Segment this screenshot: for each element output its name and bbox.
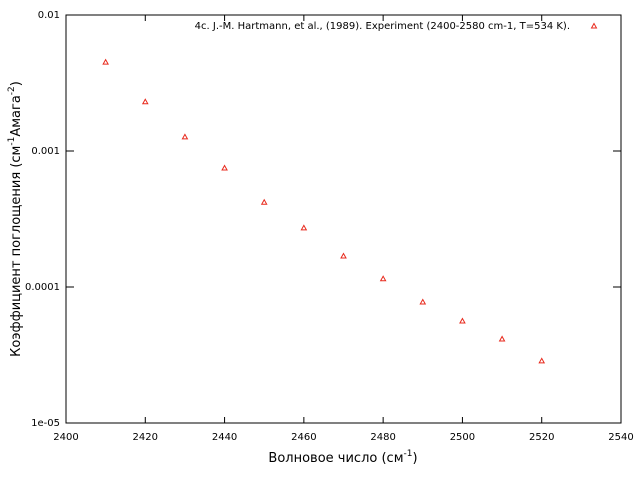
y-axis-label: Коэффициент поглощения (см-1Амага-2) [7,81,24,357]
y-tick-label: 0.0001 [25,282,60,293]
point [340,252,347,259]
point [260,198,268,205]
x-tick-label: 2540 [608,432,633,443]
point [102,58,109,65]
x-tick-label: 2460 [291,432,316,443]
y-label-part: Амага [9,95,24,136]
plot-frame [65,14,622,424]
y-label-sup: -1 [7,137,17,146]
point [221,164,228,171]
point [141,98,149,105]
point [379,275,387,282]
y-tick-label: 0.001 [31,146,60,157]
x-label-part: Волновое число (см [268,451,403,466]
y-label-part: ) [9,81,24,86]
x-tick-label: 2520 [529,432,554,443]
legend-label: 4c. J.-M. Hartmann, et al., (1989). Expe… [195,21,570,32]
y-label-part: Коэффициент поглощения (см [9,146,24,357]
point [419,298,427,305]
x-tick-label: 2480 [370,432,395,443]
y-label-sup: -2 [7,86,17,95]
y-tick-label: 0.01 [38,10,60,21]
y-tick-label: 1e-05 [31,418,60,429]
point [538,357,546,364]
x-label-sup: -1 [404,449,413,459]
point [300,224,308,231]
x-tick-label: 2440 [212,432,237,443]
x-axis-label: Волновое число (см-1) [268,449,417,466]
x-label-part: ) [412,451,417,466]
x-tick-label: 2500 [450,432,475,443]
point [459,317,466,324]
point [181,133,189,140]
x-tick-label: 2420 [133,432,158,443]
x-tick-label: 2400 [53,432,78,443]
point [498,335,506,342]
legend-marker [590,22,598,29]
